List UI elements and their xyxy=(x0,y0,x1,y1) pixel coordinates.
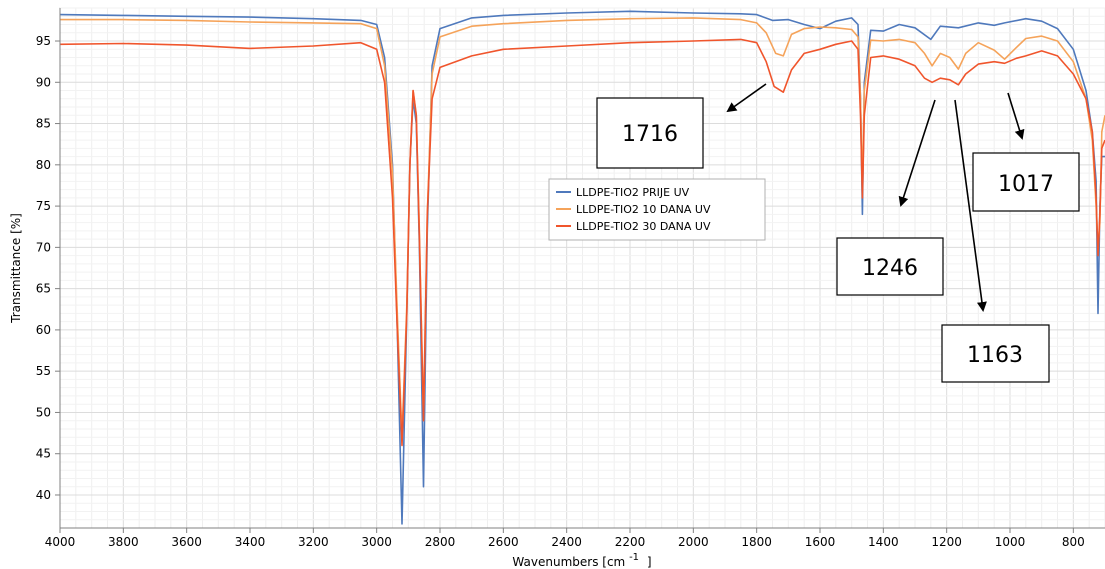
grid xyxy=(59,7,1105,528)
series-lines xyxy=(59,10,1105,525)
x-tick-label: 4000 xyxy=(45,535,76,549)
callout-label: 1017 xyxy=(998,172,1054,197)
x-axis-title-close: ] xyxy=(647,555,652,569)
callout-1246: 1246 xyxy=(836,237,944,296)
x-tick-label: 2600 xyxy=(488,535,519,549)
callout-1017: 1017 xyxy=(972,152,1080,212)
series-line-1 xyxy=(59,10,1105,525)
x-tick-label: 3600 xyxy=(171,535,202,549)
y-tick-label: 65 xyxy=(36,282,51,296)
y-tick-label: 80 xyxy=(36,158,51,172)
y-tick-label: 40 xyxy=(36,488,51,502)
callout-box xyxy=(941,324,1050,383)
callout-1163: 1163 xyxy=(941,324,1050,383)
x-tick-label: 3000 xyxy=(361,535,392,549)
arrow-1163 xyxy=(954,99,987,312)
x-tick-label: 1600 xyxy=(805,535,836,549)
callout-box xyxy=(596,97,704,169)
legend: LLDPE-TIO2 PRIJE UV LLDPE-TIO2 10 DANA UV… xyxy=(548,178,766,241)
arrow-1246 xyxy=(898,99,936,207)
callout-box xyxy=(972,152,1080,212)
x-tick-label: 1000 xyxy=(995,535,1026,549)
legend-box xyxy=(548,178,766,241)
legend-label: LLDPE-TIO2 PRIJE UV xyxy=(576,186,690,199)
y-tick-label: 90 xyxy=(36,75,51,89)
y-tick-label: 95 xyxy=(36,34,51,48)
legend-label: LLDPE-TIO2 30 DANA UV xyxy=(576,220,711,233)
y-tick-label: 50 xyxy=(36,405,51,419)
tick-labels: 4000 3800 3600 3400 3200 3000 2800 2600 2400 2200… xyxy=(36,34,1085,549)
series-line-3 xyxy=(59,38,1105,447)
legend-label: LLDPE-TIO2 10 DANA UV xyxy=(576,203,711,216)
y-tick-label: 70 xyxy=(36,240,51,254)
x-tick-label: 2200 xyxy=(615,535,646,549)
callout-box xyxy=(836,237,944,296)
x-axis-title-sup: -1 xyxy=(629,552,639,563)
x-tick-label: 1400 xyxy=(868,535,899,549)
y-tick-label: 45 xyxy=(36,447,51,461)
callout-label: 1246 xyxy=(862,256,918,281)
x-axis-title-main: Wavenumbers [cm xyxy=(512,555,625,569)
arrow-1716 xyxy=(726,83,767,113)
arrow-1017 xyxy=(1007,92,1025,140)
x-tick-label: 1200 xyxy=(931,535,962,549)
y-tick-label: 85 xyxy=(36,117,51,131)
x-axis-title: Wavenumbers [cm -1 ] xyxy=(512,549,651,569)
x-tick-label: 2000 xyxy=(678,535,709,549)
x-tick-label: 3200 xyxy=(298,535,329,549)
callout-label: 1163 xyxy=(967,343,1023,368)
x-tick-label: 2800 xyxy=(425,535,456,549)
y-tick-label: 55 xyxy=(36,364,51,378)
x-tick-label: 3400 xyxy=(235,535,266,549)
y-tick-label: 60 xyxy=(36,323,51,337)
arrows xyxy=(726,83,1025,312)
x-tick-label: 1800 xyxy=(741,535,772,549)
callout-1716: 1716 xyxy=(596,97,704,169)
x-tick-label: 2400 xyxy=(551,535,582,549)
y-axis-title: Transmittance [%] xyxy=(9,213,23,324)
callout-label: 1716 xyxy=(622,122,678,147)
x-tick-label: 3800 xyxy=(108,535,139,549)
x-tick-label: 800 xyxy=(1062,535,1085,549)
y-tick-label: 75 xyxy=(36,199,51,213)
